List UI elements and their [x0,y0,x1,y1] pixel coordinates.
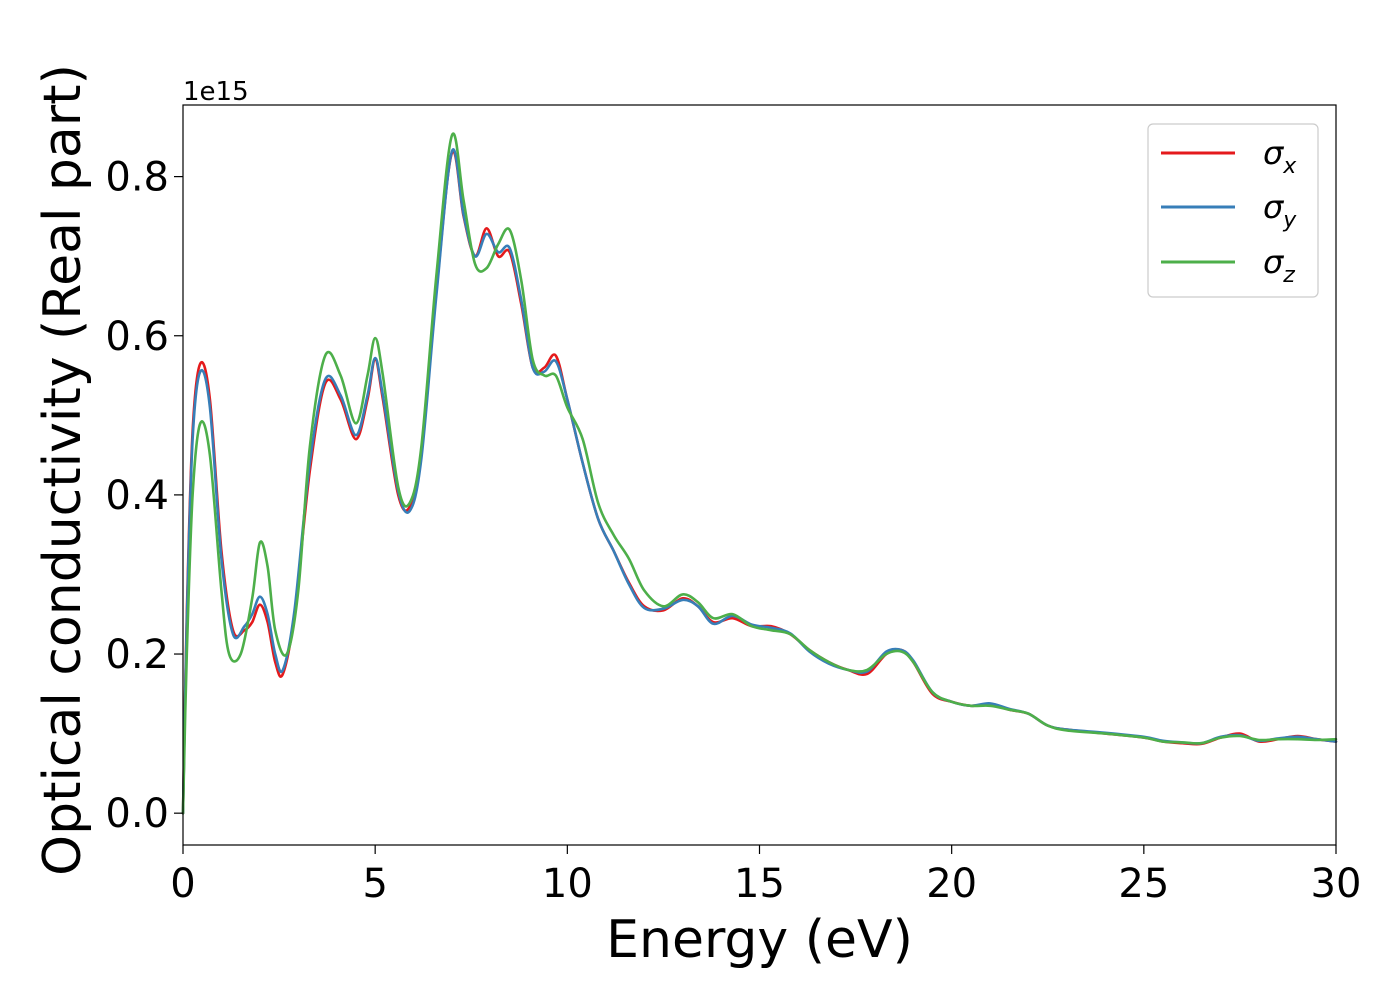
y-tick-label: 0.8 [105,155,169,201]
x-tick-label: 25 [1118,861,1169,907]
legend-label-subscript: x [1282,154,1297,179]
y-tick-label: 0.0 [105,791,169,837]
series-line-z [181,132,1338,815]
x-axis-ticks: 0 5 10 15 20 25 30 [170,845,1361,907]
legend-label-symbol: σ [1263,243,1285,281]
y-axis-title: Optical conductivity (Real part) [33,64,93,876]
legend-label-subscript: z [1282,263,1295,288]
legend-label-symbol: σ [1263,188,1285,226]
y-offset-label: 1e15 [183,77,249,107]
legend-label-y: σy [1263,188,1297,233]
legend-label-z: σz [1263,243,1295,288]
x-tick-label: 10 [542,861,593,907]
x-tick-label: 15 [734,861,785,907]
y-axis-ticks: 0.0 0.2 0.4 0.6 0.8 [105,155,183,837]
legend-box [1147,123,1319,298]
y-tick-label: 0.4 [105,473,169,519]
x-tick-label: 30 [1311,861,1362,907]
legend-label-x: σx [1263,134,1297,179]
legend-label-subscript: y [1282,208,1297,233]
x-tick-label: 5 [362,861,387,907]
x-axis-title: Energy (eV) [606,910,913,970]
legend-label-symbol: σ [1263,134,1285,172]
y-tick-label: 0.6 [105,314,169,360]
y-tick-label: 0.2 [105,632,169,678]
x-tick-label: 20 [926,861,977,907]
x-tick-label: 0 [170,861,195,907]
series-layer [181,132,1338,815]
